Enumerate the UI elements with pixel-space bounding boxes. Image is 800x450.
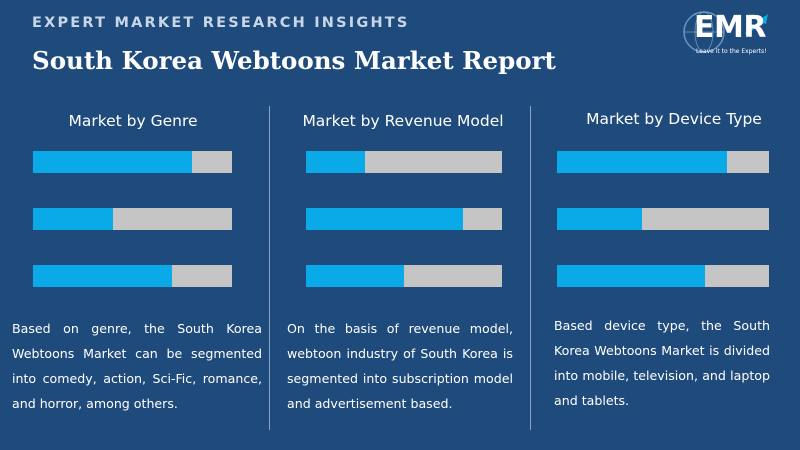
column-divider-right xyxy=(530,106,531,430)
bar-fill xyxy=(33,151,193,173)
bar-fill xyxy=(557,208,642,230)
bar-track xyxy=(306,265,502,287)
bar-fill xyxy=(33,265,173,287)
bar-track xyxy=(557,265,769,287)
bar-track xyxy=(33,208,232,230)
genre-description: Based on genre, the South Korea Webtoons… xyxy=(12,321,262,411)
column-divider-left xyxy=(269,106,270,430)
bar-track xyxy=(33,265,232,287)
device-type-heading: Market by Device Type xyxy=(586,110,762,128)
revenue-model-heading: Market by Revenue Model xyxy=(302,112,504,130)
logo-globe-icon xyxy=(683,11,768,53)
bar-track xyxy=(557,208,769,230)
genre-heading: Market by Genre xyxy=(68,112,198,130)
logo-text: EMR xyxy=(694,10,766,45)
bar-fill xyxy=(33,208,113,230)
revenue-model-description: On the basis of revenue model, webtoon i… xyxy=(287,321,513,411)
bar-track xyxy=(33,151,232,173)
bar-fill xyxy=(557,151,727,173)
bar-track xyxy=(306,208,502,230)
logo-tagline: Leave it to the Experts! xyxy=(696,48,767,55)
header-kicker: EXPERT MARKET RESEARCH INSIGHTS xyxy=(32,15,410,31)
bar-fill xyxy=(306,265,404,287)
bar-fill xyxy=(557,265,706,287)
page-title: South Korea Webtoons Market Report xyxy=(32,46,556,75)
bar-fill xyxy=(306,151,365,173)
emr-logo: EMR Leave it to the Experts! xyxy=(676,8,780,64)
bar-track xyxy=(557,151,769,173)
device-type-description: Based device type, the South Korea Webto… xyxy=(554,318,770,408)
bar-track xyxy=(306,151,502,173)
bar-fill xyxy=(306,208,463,230)
